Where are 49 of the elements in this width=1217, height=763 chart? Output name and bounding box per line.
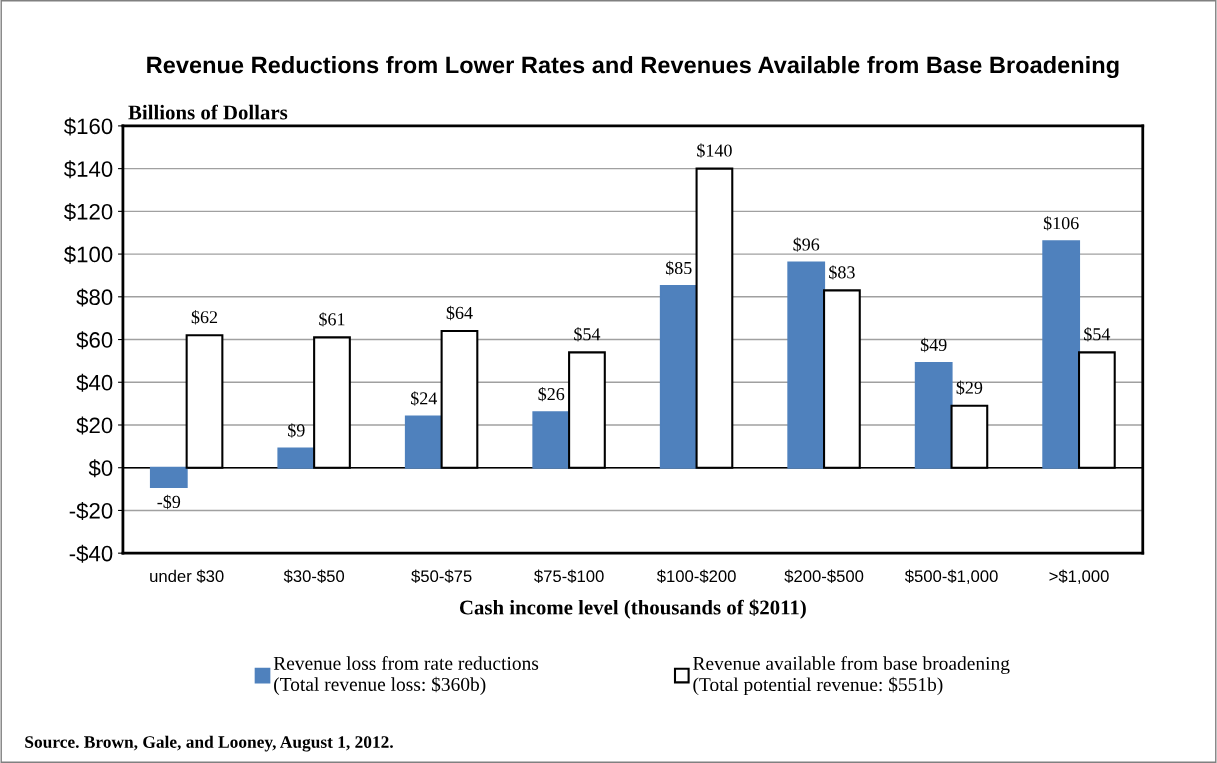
x-tick-label: $200-$500 — [784, 569, 864, 584]
data-label: $26 — [538, 386, 565, 402]
data-label: $106 — [1043, 216, 1079, 231]
data-label: $83 — [829, 265, 855, 280]
y-tick-label: $140 — [64, 160, 113, 179]
y-tick-label: $120 — [64, 202, 113, 221]
data-label: $24 — [411, 391, 438, 406]
data-label: $9 — [288, 423, 305, 438]
bar — [277, 447, 316, 469]
data-label: $140 — [697, 143, 732, 158]
y-tick-label: $20 — [76, 416, 113, 435]
y-tick-label: $100 — [64, 245, 113, 264]
y-tick-label: -$20 — [69, 502, 113, 521]
source-note: Source. Brown, Gale, and Looney, August 1, 2012. — [25, 735, 393, 752]
x-tick-label: $75-$100 — [534, 569, 604, 584]
y-tick-label: -$40 — [69, 544, 113, 563]
data-label: $85 — [665, 260, 692, 276]
data-label: $54 — [1084, 327, 1111, 342]
bar — [787, 261, 826, 469]
x-tick-label: $100-$200 — [656, 569, 736, 584]
x-tick-label: $50-$75 — [411, 569, 472, 584]
data-label: $29 — [956, 380, 983, 395]
data-label: $96 — [793, 237, 820, 252]
x-tick-label: $500-$1,000 — [904, 569, 998, 585]
y-tick-label: $40 — [76, 373, 113, 392]
data-label: $62 — [191, 310, 218, 325]
data-label: $61 — [319, 312, 345, 327]
data-label: $49 — [920, 337, 947, 353]
x-tick-label: under $30 — [150, 569, 224, 584]
legend-label: Revenue available from base broadening (Total potential revenue: $551b) — [693, 656, 1010, 696]
data-label: -$9 — [157, 494, 181, 510]
y-tick-label: $60 — [76, 331, 113, 350]
y-tick-label: $0 — [88, 459, 113, 478]
x-tick-label: >$1,000 — [1049, 569, 1109, 585]
bar — [659, 285, 698, 469]
bar — [1042, 240, 1081, 469]
chart-title: Revenue Reductions from Lower Rates and Revenues Available from Base Broadening — [147, 56, 1119, 79]
data-label: $64 — [446, 305, 473, 321]
bar — [404, 415, 443, 469]
y-tick-label: $80 — [76, 288, 113, 307]
data-label: $54 — [574, 327, 601, 342]
x-axis-title: Cash income level (thousands of $2011) — [459, 599, 806, 619]
y-tick-label: $160 — [64, 117, 113, 136]
bar — [914, 362, 953, 469]
legend-label: Revenue loss from rate reductions (Total revenue loss: $360b) — [273, 656, 539, 695]
bar — [532, 411, 571, 469]
x-tick-label: $30-$50 — [283, 569, 345, 584]
y-axis-title: Billions of Dollars — [128, 104, 288, 120]
bar — [149, 466, 188, 488]
